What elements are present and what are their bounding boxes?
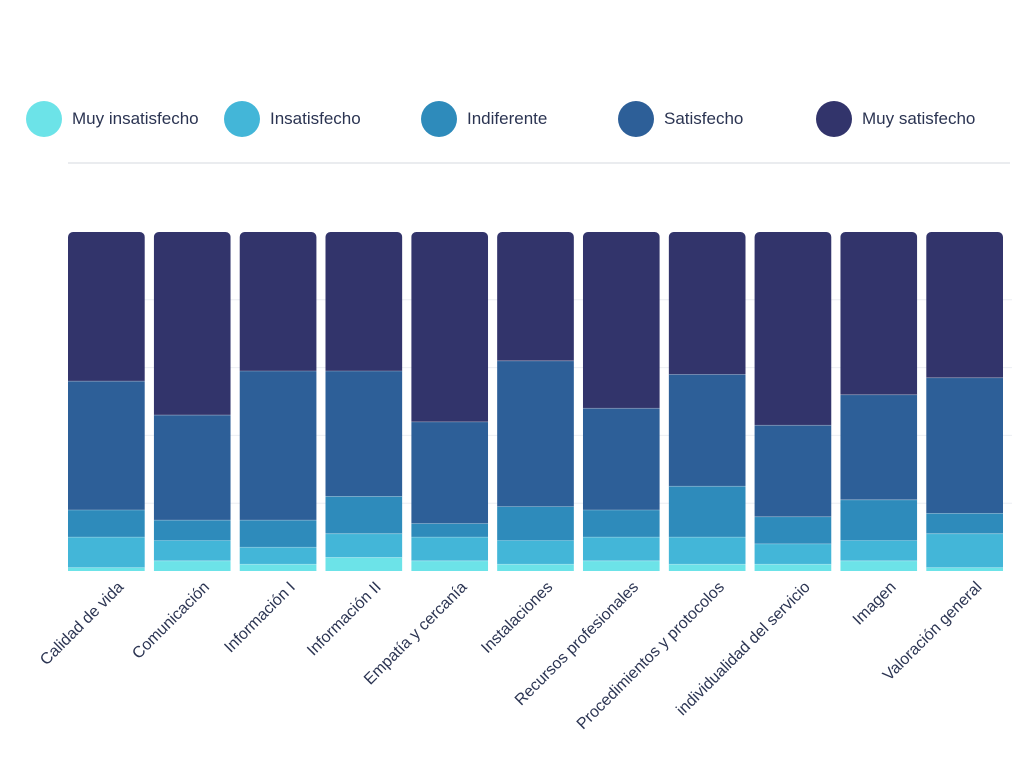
x-tick-label: Información I [221,579,298,656]
legend-label: Insatisfecho [270,109,361,128]
legend-swatch [26,101,62,137]
legend-swatch [618,101,654,137]
bar-segment[interactable] [926,567,1003,571]
bar-segment[interactable] [239,564,317,571]
x-tick-label: Comunicación [129,579,213,663]
x-tick-label: Información II [304,579,385,660]
bar-segment[interactable] [497,360,574,507]
bar-segment[interactable] [68,537,145,568]
bar-segment[interactable] [840,394,918,500]
bar-segment[interactable] [754,425,832,517]
legend-label: Indiferente [467,109,548,128]
bar-segment[interactable] [582,232,660,409]
bar-segment[interactable] [754,564,832,571]
bar-segment[interactable] [239,232,317,371]
bar-stack [497,232,574,571]
bar-segment[interactable] [582,509,660,538]
bar-segment[interactable] [325,232,403,371]
bar-segment[interactable] [497,506,574,541]
bar-segment[interactable] [668,564,746,571]
bar-segment[interactable] [411,560,489,571]
bar-segment[interactable] [325,496,403,534]
legend-item[interactable]: Muy satisfecho [816,100,975,138]
bar-segment[interactable] [153,415,231,521]
bar-segment[interactable] [497,232,574,361]
bar-stack [411,232,489,571]
bar-segment[interactable] [68,509,145,538]
bar-stack [239,232,317,571]
bar-segment[interactable] [239,520,317,548]
bar-stack [668,232,746,571]
bar-segment[interactable] [840,499,918,541]
bar-segment[interactable] [411,537,489,561]
bar-segment[interactable] [239,547,317,565]
bar-segment[interactable] [926,533,1003,568]
bar-segment[interactable] [153,520,231,541]
x-tick-label: Imagen [850,579,900,629]
bar-segment[interactable] [840,232,918,395]
legend-item[interactable]: Indiferente [421,100,547,138]
x-tick-label: Instalaciones [478,579,556,657]
bar-segment[interactable] [754,232,832,426]
bar-segment[interactable] [582,537,660,561]
bar-segment[interactable] [668,486,746,538]
bar-segment[interactable] [411,523,489,538]
bar-stack [754,232,832,571]
legend-swatch [816,101,852,137]
bar-segment[interactable] [153,540,231,561]
x-tick-label: Calidad de vida [37,579,127,669]
bar-stack [325,232,403,571]
bar-segment[interactable] [926,232,1003,378]
bar-segment[interactable] [754,516,832,544]
bar-segment[interactable] [153,560,231,571]
bar-segment[interactable] [411,421,489,524]
bar-segment[interactable] [582,560,660,571]
bar-segment[interactable] [668,374,746,487]
bar-segment[interactable] [325,533,403,558]
bar-stack [153,232,231,571]
legend-label: Muy insatisfecho [72,109,199,128]
bar-segment[interactable] [582,408,660,510]
legend-swatch [421,101,457,137]
legend-label: Muy satisfecho [862,109,976,128]
bar-segment[interactable] [668,537,746,565]
bar-segment[interactable] [840,560,918,571]
bar-segment[interactable] [239,370,317,521]
bar-segment[interactable] [325,557,403,571]
bar-stack [840,232,918,571]
bar-segment[interactable] [68,567,145,571]
bar-segment[interactable] [411,232,489,422]
bar-segment[interactable] [754,543,832,565]
legend-item[interactable]: Muy insatisfecho [26,100,199,138]
bar-segment[interactable] [926,513,1003,534]
legend-swatch [224,101,260,137]
legend-label: Satisfecho [664,109,744,128]
x-tick-label: Procedimientos y protocolos [574,579,728,733]
legend-item[interactable]: Satisfecho [618,100,743,138]
chart-legend: Muy insatisfecho Insatisfecho Indiferente S… [0,100,1024,140]
bar-segment[interactable] [497,540,574,565]
bar-segment[interactable] [840,540,918,561]
bar-stack [68,232,145,571]
bar-stack [926,232,1003,571]
bar-segment[interactable] [68,381,145,510]
bar-segment[interactable] [497,564,574,571]
bar-segment[interactable] [668,232,746,375]
bar-segment[interactable] [153,232,231,416]
bar-segment[interactable] [68,232,145,382]
bar-segment[interactable] [325,370,403,497]
legend-item[interactable]: Insatisfecho [224,100,361,138]
bar-stack [582,232,660,571]
bar-segment[interactable] [926,377,1003,514]
